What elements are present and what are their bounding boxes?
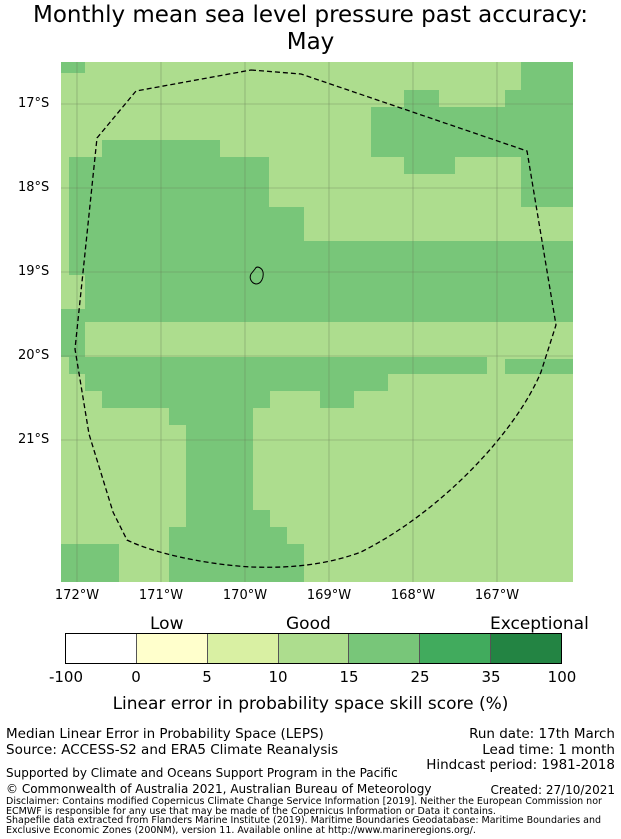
colorbar-tick: 10 [268,668,288,686]
skill-cell [102,391,270,408]
colorbar-category-low: Low [150,614,184,634]
footer-shapefile-line1: Shapefile data extracted from Flanders M… [6,815,602,826]
footer-method: Median Linear Error in Probability Space… [6,726,324,742]
lon-label: 170°W [222,588,268,603]
skill-map-svg [61,62,573,582]
skill-cells-medium [61,62,573,582]
skill-map[interactable] [61,62,573,582]
skill-cell [169,408,253,425]
skill-cell [69,157,269,207]
skill-cell [404,90,439,107]
skill-cell [169,544,304,582]
skill-cell [505,90,573,107]
footer-support: Supported by Climate and Oceans Support … [6,766,398,780]
lon-label: 172°W [54,588,100,603]
colorbar-tick: 15 [339,668,359,686]
footer-lead-time: Lead time: 1 month [482,742,615,758]
footer-run-date: Run date: 17th March [469,726,615,742]
footer-hindcast: Hindcast period: 1981-2018 [426,757,615,773]
page-title: Monthly mean sea level pressure past acc… [33,2,588,28]
skill-cell [521,157,573,207]
lat-label: 20°S [18,348,50,363]
skill-cell [186,425,253,510]
skill-cell [61,322,85,357]
colorbar-swatch [491,634,562,663]
skill-cell [69,241,573,275]
colorbar-tick: 100 [547,668,577,686]
lat-label: 18°S [18,180,50,195]
colorbar-tick: 0 [131,668,141,686]
colorbar-tick: -100 [48,668,84,686]
footer-disclaimer-line2: ECMWF is responsible for any use that ma… [6,806,496,817]
colorbar-label: Linear error in probability space skill … [112,694,509,714]
colorbar-swatch [278,634,350,663]
colorbar [65,633,562,664]
skill-cell [521,62,573,90]
lon-label: 167°W [474,588,520,603]
footer-shapefile-line2: Exclusive Economic Zones (200NM), versio… [6,825,476,836]
lat-label: 21°S [18,432,50,447]
colorbar-swatch [207,634,279,663]
niue-island [249,266,264,285]
skill-cell [69,359,487,374]
eez-boundary [74,69,557,568]
skill-cell [69,207,304,241]
lon-label: 169°W [306,588,352,603]
colorbar-swatch [66,634,137,663]
skill-cell [61,62,85,73]
graticule [61,62,573,582]
colorbar-category-good: Good [286,614,331,634]
lon-label: 168°W [390,588,436,603]
skill-cell [371,107,573,157]
colorbar-category-exceptional: Exceptional [490,614,589,634]
skill-cell [186,510,270,527]
skill-cell [69,357,487,359]
skill-cell [61,544,119,582]
footer-copyright: © Commonwealth of Australia 2021, Austra… [6,782,432,796]
footer-source: Source: ACCESS-S2 and ERA5 Climate Reana… [6,742,339,758]
skill-cell [61,309,573,322]
skill-cell [169,527,287,544]
colorbar-tick: 35 [481,668,501,686]
skill-cell [505,359,573,374]
skill-cell [320,391,354,408]
skill-cell [85,374,388,391]
colorbar-tick: 25 [410,668,430,686]
skill-cell [404,157,455,174]
footer-disclaimer-line1: Disclaimer: Contains modified Copernicus… [6,796,602,807]
colorbar-swatch [420,634,492,663]
page-subtitle: May [286,29,335,55]
colorbar-swatch [349,634,421,663]
footer-created: Created: 27/10/2021 [490,783,615,797]
lat-label: 19°S [18,264,50,279]
colorbar-tick: 5 [202,668,212,686]
colorbar-swatch [136,634,208,663]
lat-label: 17°S [18,96,50,111]
lon-label: 171°W [138,588,184,603]
